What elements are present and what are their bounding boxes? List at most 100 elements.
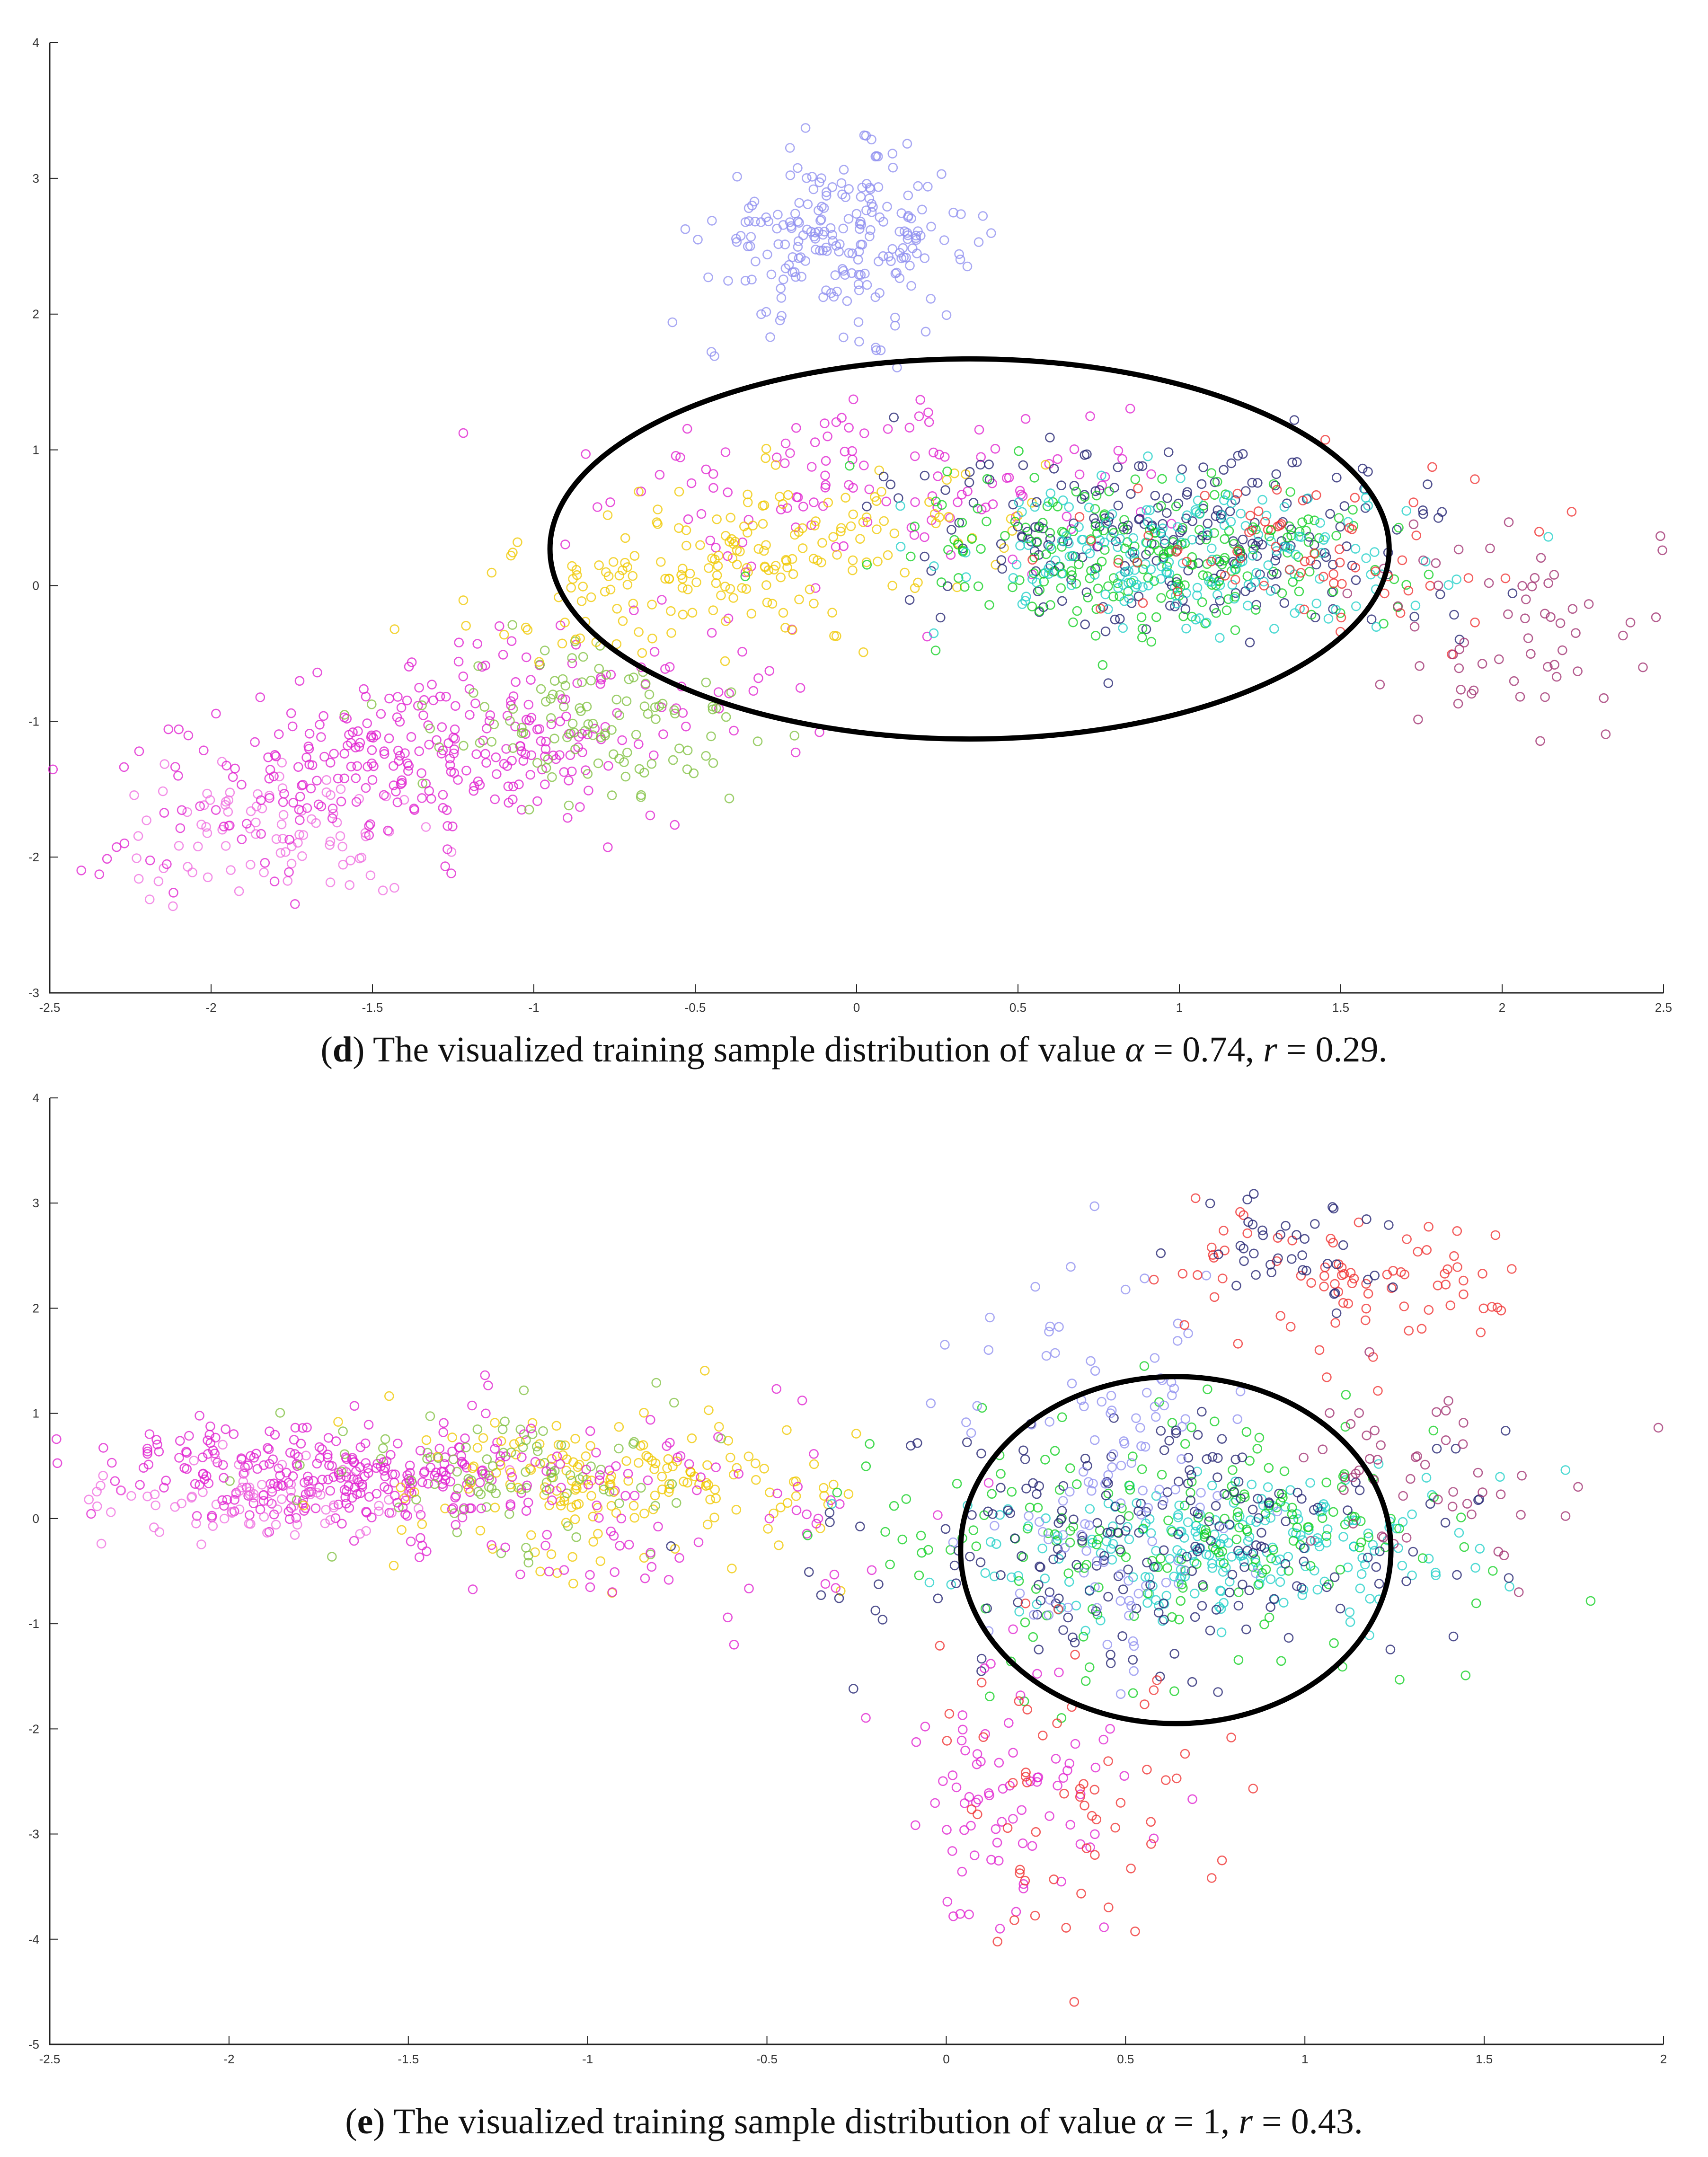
scatter-point-periwinkle bbox=[902, 139, 912, 149]
scatter-point-magenta bbox=[454, 637, 464, 647]
scatter-point-magenta bbox=[246, 1451, 256, 1461]
y-tick-label: 2 bbox=[33, 307, 39, 321]
scatter-point-magenta bbox=[394, 756, 404, 766]
scatter-point-navy bbox=[933, 1593, 943, 1603]
scatter-point-yellow bbox=[716, 590, 726, 601]
scatter-points bbox=[48, 123, 1667, 911]
panel-e: -2.5 -2 -1.5 -1 -0.5 0 0.5 1 1.5 2 -5 -4 -3 -2 -1 0 1 2 3 4… bbox=[0, 1084, 1708, 2157]
scatter-point-red bbox=[1273, 1233, 1283, 1243]
scatter-point-magenta bbox=[269, 876, 280, 886]
scatter-point-cyan bbox=[1099, 537, 1109, 548]
scatter-point-navy bbox=[855, 1521, 865, 1531]
scatter-point-magenta bbox=[427, 680, 437, 690]
y-tick-label: 4 bbox=[33, 1091, 39, 1105]
scatter-point-cyan bbox=[1162, 568, 1172, 578]
scatter-point-green bbox=[1025, 1503, 1035, 1513]
scatter-point-green bbox=[1348, 504, 1358, 515]
scatter-point-navy-upper bbox=[1362, 1214, 1372, 1224]
scatter-point-magenta bbox=[502, 711, 513, 721]
scatter-point-magenta-mid bbox=[640, 1573, 650, 1583]
scatter-point-navy bbox=[1113, 500, 1124, 511]
scatter-point-magenta bbox=[495, 1457, 505, 1467]
scatter-point-green bbox=[1389, 574, 1399, 584]
scatter-point-cyan bbox=[1177, 1526, 1186, 1537]
scatter-point-yellow-green bbox=[528, 1429, 538, 1439]
scatter-point-cyan bbox=[1216, 1604, 1226, 1614]
scatter-point-yellow bbox=[690, 1471, 699, 1481]
scatter-point-navy bbox=[997, 564, 1007, 574]
scatter-point-yellow-green bbox=[327, 1552, 337, 1562]
scatter-point-plum bbox=[1433, 1494, 1443, 1504]
scatter-point-cyan bbox=[1064, 1577, 1074, 1587]
scatter-point-magenta-light bbox=[245, 1486, 255, 1496]
scatter-point-magenta-mid bbox=[829, 1569, 840, 1580]
scatter-point-red bbox=[1322, 1372, 1332, 1382]
scatter-point-cyan bbox=[1100, 589, 1110, 600]
scatter-point-cyan bbox=[827, 1499, 837, 1509]
scatter-point-magenta-mid bbox=[487, 1540, 496, 1550]
scatter-point-cyan bbox=[1266, 586, 1276, 596]
scatter-point-red bbox=[1285, 1322, 1296, 1332]
scatter-point-navy bbox=[1102, 1528, 1112, 1538]
scatter-point-magenta bbox=[181, 1447, 191, 1457]
scatter-point-magenta-lower bbox=[1090, 1829, 1100, 1839]
scatter-point-magenta bbox=[317, 1475, 327, 1485]
scatter-point-magenta-mid bbox=[540, 1540, 550, 1551]
scatter-point-green bbox=[916, 1530, 926, 1541]
scatter-point-navy bbox=[1507, 588, 1518, 598]
scatter-point-navy bbox=[1374, 1579, 1384, 1589]
y-tick-label: -2 bbox=[28, 1722, 39, 1736]
scatter-point-navy bbox=[1187, 516, 1197, 526]
scatter-point-magenta bbox=[327, 1461, 337, 1471]
scatter-point-cyan bbox=[1138, 582, 1148, 592]
scatter-point-yellow bbox=[586, 1491, 596, 1501]
scatter-point-green bbox=[1363, 1532, 1373, 1542]
scatter-point-green bbox=[1071, 486, 1081, 497]
scatter-point-magenta-light bbox=[208, 1521, 218, 1531]
scatter-point-magenta bbox=[504, 798, 513, 808]
scatter-point-cyan bbox=[1275, 1577, 1285, 1587]
scatter-point-periwinkle bbox=[747, 274, 757, 285]
scatter-point-green bbox=[1139, 1361, 1150, 1371]
scatter-point-red bbox=[1328, 569, 1338, 579]
scatter-point-magenta-light bbox=[421, 822, 431, 832]
scatter-point-cyan bbox=[1101, 518, 1111, 529]
scatter-point-magenta bbox=[349, 1401, 360, 1411]
scatter-point-red bbox=[1182, 557, 1192, 567]
scatter-point-navy-upper bbox=[1258, 1230, 1268, 1240]
scatter-point-cyan bbox=[1174, 1500, 1184, 1511]
scatter-point-cyan bbox=[1227, 498, 1237, 508]
scatter-point-magenta bbox=[555, 716, 565, 726]
scatter-point-navy bbox=[889, 412, 899, 423]
scatter-point-navy bbox=[996, 539, 1006, 549]
scatter-point-yellow bbox=[836, 1586, 846, 1596]
scatter-point-magenta bbox=[402, 695, 412, 706]
scatter-point-yellow-green bbox=[521, 1467, 531, 1477]
scatter-point-green bbox=[1015, 575, 1025, 585]
scatter-point-cyan bbox=[1260, 1515, 1270, 1526]
scatter-point-magenta bbox=[596, 674, 606, 685]
scatter-point-magenta bbox=[263, 752, 273, 762]
scatter-point-yellow bbox=[560, 618, 570, 628]
scatter-point-yellow bbox=[729, 1469, 739, 1480]
scatter-point-green bbox=[1113, 555, 1124, 565]
x-tick-label: 0.5 bbox=[1009, 1000, 1027, 1015]
scatter-point-magenta-mid bbox=[809, 1449, 819, 1459]
scatter-point-navy bbox=[1239, 1562, 1249, 1572]
scatter-point-magenta-upper bbox=[859, 460, 869, 470]
scatter-point-magenta bbox=[175, 823, 186, 833]
scatter-point-periwinkle bbox=[1092, 1556, 1102, 1566]
scatter-point-yellow bbox=[573, 1462, 583, 1472]
scatter-point-yellow bbox=[639, 1407, 649, 1418]
scatter-point-yellow-green bbox=[706, 731, 716, 742]
scatter-point-green bbox=[1231, 1495, 1241, 1505]
scatter-point-green bbox=[1186, 1487, 1195, 1498]
scatter-point-magenta bbox=[526, 713, 537, 723]
scatter-point-red bbox=[1074, 512, 1085, 522]
scatter-point-yellow-green bbox=[504, 1509, 514, 1519]
scatter-point-yellow bbox=[475, 1525, 486, 1536]
scatter-point-navy-upper bbox=[1266, 1267, 1276, 1278]
scatter-point-periwinkle bbox=[1219, 1523, 1229, 1534]
scatter-point-navy bbox=[1211, 511, 1221, 521]
scatter-point-cyan bbox=[1361, 553, 1371, 563]
